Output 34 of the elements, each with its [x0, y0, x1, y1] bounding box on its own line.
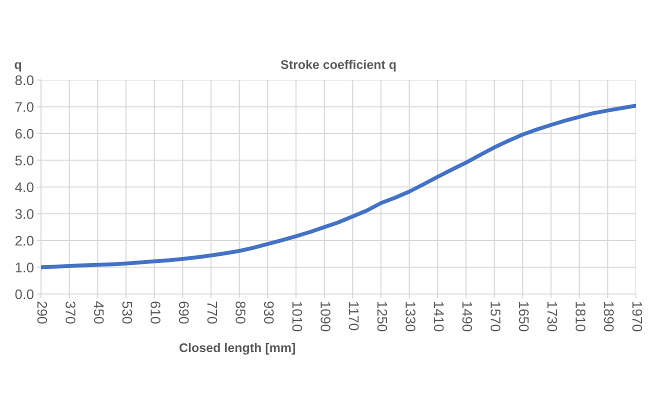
y-axis-title: q	[14, 62, 22, 72]
y-tick-label: 4.0	[15, 182, 34, 192]
y-tick-label: 2.0	[15, 236, 34, 246]
x-tick-label: 1410	[434, 302, 444, 332]
x-tick-label: 610	[150, 302, 160, 324]
x-tick-label: 1730	[547, 302, 558, 332]
y-tick-label: 0.0	[15, 289, 34, 300]
x-tick-label: 290	[37, 302, 48, 324]
x-tick-label: 1570	[490, 302, 500, 332]
x-tick-label: 1010	[292, 302, 302, 332]
x-tick-label: 370	[66, 301, 76, 324]
y-tick-label: 6.0	[15, 128, 34, 139]
x-tick-label: 1170	[348, 302, 359, 330]
x-tick-label: 1650	[518, 302, 529, 332]
x-tick-label: 1810	[576, 302, 586, 332]
x-tick-label: 1330	[406, 302, 416, 332]
y-tick-label: 1.0	[16, 262, 34, 272]
x-tick-label: 1890	[604, 302, 614, 332]
x-tick-label: 530	[122, 302, 132, 324]
x-axis-title: Closed length [mm]	[180, 342, 295, 355]
x-tick-label: 770	[207, 302, 218, 324]
y-tick-label: 7.0	[15, 102, 34, 112]
x-tick-label: 850	[236, 302, 246, 324]
chart-title: Stroke coefficient q	[280, 60, 396, 72]
x-tick-label: 1090	[320, 302, 330, 332]
x-tick-label: 1250	[377, 302, 388, 332]
x-tick-label: 1970	[632, 302, 642, 332]
x-tick-label: 1490	[462, 302, 472, 332]
y-tick-label: 3.0	[15, 209, 34, 219]
x-tick-label: 690	[178, 302, 189, 324]
y-tick-label: 5.0	[15, 156, 34, 166]
x-tick-label: 930	[264, 302, 274, 324]
x-tick-label: 450	[94, 301, 104, 324]
y-tick-label: 8.0	[15, 75, 34, 86]
